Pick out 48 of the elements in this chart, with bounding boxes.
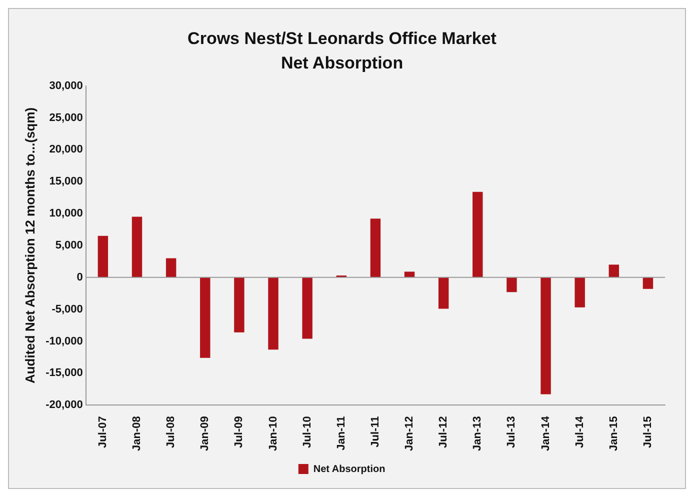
y-tick-label: -20,000 (46, 399, 83, 412)
bar (574, 277, 585, 308)
x-tick-label: Jul-08 (165, 416, 178, 448)
bar (132, 216, 142, 278)
y-tick-label: 20,000 (49, 144, 83, 156)
x-tick-label: Jan-11 (335, 416, 348, 450)
y-tick-label: 10,000 (49, 208, 83, 220)
bar (302, 277, 312, 339)
bar (98, 236, 108, 278)
y-tick-label: -15,000 (46, 367, 83, 380)
x-tick-label: Jul-07 (96, 416, 109, 448)
bar (642, 277, 654, 289)
y-tick-label: 15,000 (49, 176, 83, 188)
legend-label: Net Absorption (313, 464, 386, 475)
bar (166, 258, 176, 278)
bar (506, 277, 517, 292)
x-tick-label: Jan-10 (267, 416, 280, 452)
y-axis-title: Audited Net Absorption 12 months to...(sqm) (22, 107, 38, 384)
chart-subtitle: Net Absorption (280, 53, 404, 72)
bar (200, 277, 210, 358)
y-tick-label: 5,000 (55, 240, 83, 252)
y-tick-label: 25,000 (49, 112, 83, 124)
y-tick-label: 0 (76, 271, 83, 284)
x-tick-label: Jul-10 (301, 416, 314, 448)
x-tick-label: Jul-15 (642, 416, 654, 448)
bar (608, 264, 620, 278)
bar (370, 218, 381, 278)
x-tick-label: Jul-13 (506, 416, 518, 448)
y-tick-label: -5,000 (52, 303, 83, 316)
x-tick-label: Jul-14 (574, 415, 586, 448)
bar (404, 272, 415, 278)
x-tick-label: Jan-14 (540, 415, 552, 452)
x-tick-label: Jul-09 (233, 416, 246, 448)
bar (472, 192, 483, 278)
bar (234, 277, 244, 332)
y-tick-label: -10,000 (46, 335, 83, 348)
x-tick-label: Jan-09 (199, 416, 212, 452)
x-tick-label: Jan-13 (472, 416, 484, 452)
bar (268, 277, 278, 350)
x-tick-label: Jul-12 (438, 416, 450, 448)
bar (438, 277, 449, 309)
x-tick-label: Jul-11 (369, 416, 382, 448)
x-tick-label: Jan-15 (608, 416, 620, 452)
y-tick-label: 30,000 (49, 80, 83, 92)
chart-title: Crows Nest/St Leonards Office Market (188, 28, 497, 48)
bar (540, 277, 551, 394)
x-tick-label: Jan-12 (404, 416, 416, 452)
x-tick-label: Jan-08 (131, 416, 144, 452)
